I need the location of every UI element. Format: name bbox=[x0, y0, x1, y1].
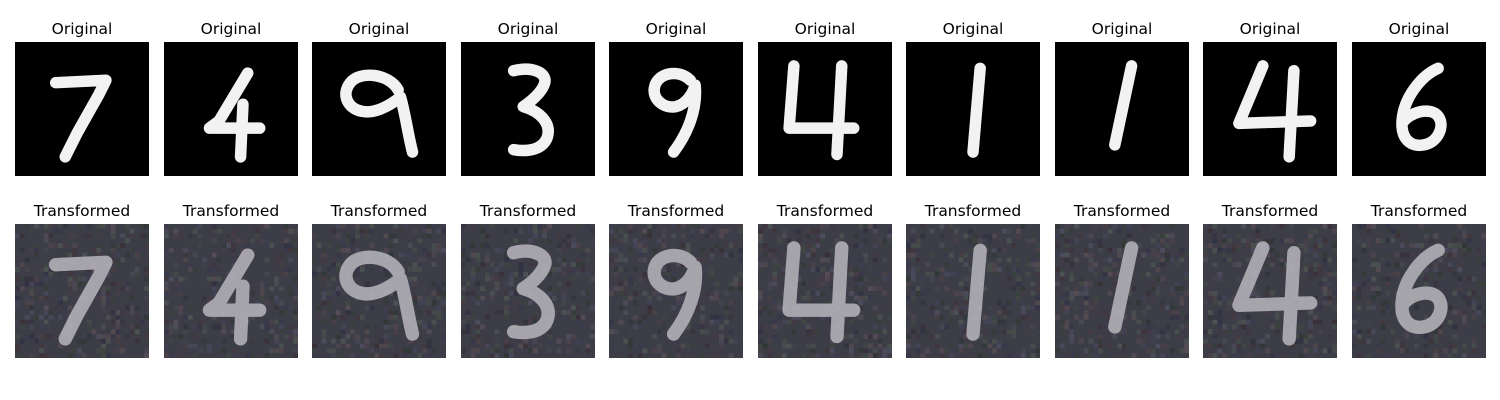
digit-stroke bbox=[340, 69, 419, 158]
original-digit-image bbox=[609, 42, 743, 176]
noise-texture bbox=[15, 224, 149, 358]
original-digit-image bbox=[1203, 42, 1337, 176]
transformed-panel-title: Transformed bbox=[479, 202, 577, 220]
original-digit-image bbox=[15, 42, 149, 176]
digit-stroke bbox=[506, 244, 555, 340]
transformed-digit-image bbox=[1352, 224, 1486, 358]
transformed-panel-title: Transformed bbox=[776, 202, 874, 220]
transformed-panel-title: Transformed bbox=[1370, 202, 1468, 220]
noise-texture bbox=[461, 224, 595, 358]
transformed-panel-title: Transformed bbox=[924, 202, 1022, 220]
transformed-digit-image bbox=[164, 224, 298, 358]
original-panel-title: Original bbox=[200, 20, 262, 38]
transformed-panel-title: Transformed bbox=[1073, 202, 1171, 220]
transformed-digit-image bbox=[15, 224, 149, 358]
image-background bbox=[1203, 42, 1337, 176]
transformed-panel-title: Transformed bbox=[330, 202, 428, 220]
transformed-digit-image bbox=[609, 224, 743, 358]
original-panel-title: Original bbox=[51, 20, 113, 38]
transformed-digit-image bbox=[461, 224, 595, 358]
original-panel-title: Original bbox=[497, 20, 559, 38]
digit-stroke bbox=[1108, 241, 1139, 334]
transformed-panel-title: Transformed bbox=[33, 202, 131, 220]
digit-stroke bbox=[966, 243, 987, 341]
original-digit-image bbox=[1055, 42, 1189, 176]
digit-stroke bbox=[647, 248, 703, 341]
noise-texture bbox=[1055, 224, 1189, 358]
original-digit-image bbox=[461, 42, 595, 176]
original-digit-image bbox=[312, 42, 446, 176]
transformed-digit-image bbox=[758, 224, 892, 358]
digit-stroke bbox=[648, 67, 702, 158]
transformed-digit-image bbox=[312, 224, 446, 358]
digit-stroke bbox=[1395, 243, 1448, 335]
digit-stroke bbox=[967, 62, 986, 158]
original-digit-image bbox=[1352, 42, 1486, 176]
digit-stroke bbox=[783, 60, 860, 161]
original-panel-title: Original bbox=[794, 20, 856, 38]
digit-stroke bbox=[1396, 62, 1447, 152]
original-panel-title: Original bbox=[942, 20, 1004, 38]
original-panel-title: Original bbox=[1239, 20, 1301, 38]
digit-stroke bbox=[507, 63, 554, 157]
original-panel-title: Original bbox=[645, 20, 707, 38]
original-panel-title: Original bbox=[348, 20, 410, 38]
transformed-digit-image bbox=[1203, 224, 1337, 358]
digit-stroke bbox=[49, 74, 112, 163]
transformed-panel-title: Transformed bbox=[182, 202, 280, 220]
digit-stroke bbox=[1232, 241, 1318, 346]
digit-stroke bbox=[202, 248, 267, 346]
digit-stroke bbox=[339, 250, 420, 341]
original-digit-image bbox=[758, 42, 892, 176]
digit-stroke bbox=[782, 241, 861, 344]
transformed-panel-title: Transformed bbox=[627, 202, 725, 220]
image-background bbox=[15, 42, 149, 176]
original-panel-title: Original bbox=[1388, 20, 1450, 38]
transformed-panel-title: Transformed bbox=[1221, 202, 1319, 220]
digit-stroke bbox=[203, 67, 266, 163]
original-panel-title: Original bbox=[1091, 20, 1153, 38]
image-background bbox=[758, 42, 892, 176]
transformed-digit-image bbox=[906, 224, 1040, 358]
digit-stroke bbox=[1233, 60, 1317, 163]
transformed-digit-image bbox=[1055, 224, 1189, 358]
noise-texture bbox=[906, 224, 1040, 358]
original-digit-image bbox=[906, 42, 1040, 176]
digit-stroke bbox=[48, 255, 113, 346]
digit-stroke bbox=[1109, 60, 1138, 151]
original-digit-image bbox=[164, 42, 298, 176]
